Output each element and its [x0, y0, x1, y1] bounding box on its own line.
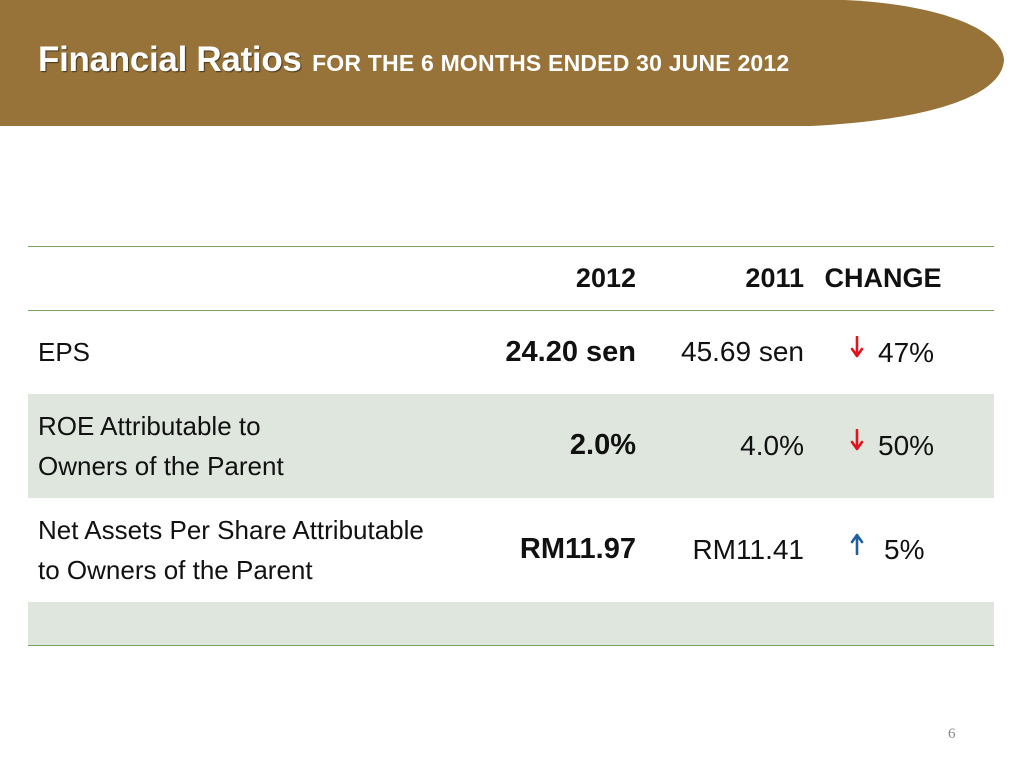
row-label: EPS: [28, 311, 478, 394]
title-subtitle: FOR THE 6 MONTHS ENDED 30 JUNE 2012: [312, 50, 790, 76]
value-2012: 2.0%: [569, 429, 636, 461]
change-cell: 5%: [804, 498, 994, 602]
arrow-down-icon: [850, 335, 864, 358]
value-2012: 24.20 sen: [505, 335, 636, 368]
change-value: 50%: [878, 430, 935, 461]
header-2012: 2012: [575, 263, 636, 293]
financial-ratios-table: 2012 2011 CHANGE EPS 24.20 sen 45.69 sen…: [28, 246, 994, 646]
table-row-net-assets: Net Assets Per Share Attributable to Own…: [28, 498, 994, 602]
row-label: Net Assets Per Share Attributable to Own…: [28, 498, 478, 602]
arrow-down-icon: [850, 429, 864, 451]
banner-shape: [0, 0, 1004, 126]
change-value: 5%: [884, 534, 925, 565]
header-label-cell: [28, 247, 478, 311]
change-cell: 50%: [804, 394, 994, 498]
row-label-line1: Net Assets Per Share Attributable: [38, 514, 424, 545]
table-footer-row: [28, 601, 994, 646]
change-value: 47%: [878, 336, 935, 368]
title-banner: Financial Ratios FOR THE 6 MONTHS ENDED …: [0, 0, 1024, 126]
value-2011: 4.0%: [740, 429, 804, 461]
table-row-roe: ROE Attributable to Owners of the Parent…: [28, 393, 994, 498]
header-2011: 2011: [745, 263, 804, 293]
row-label-line1: EPS: [38, 337, 91, 368]
value-2012: RM11.97: [519, 533, 636, 565]
empty-cell: [28, 602, 994, 646]
arrow-up-icon: [850, 533, 864, 555]
table-header-row: 2012 2011 CHANGE: [28, 246, 994, 311]
table-row-eps: EPS 24.20 sen 45.69 sen 47%: [28, 311, 994, 394]
header-change: CHANGE: [824, 263, 942, 293]
value-2011: 45.69 sen: [681, 336, 804, 368]
row-label-line1: ROE Attributable to: [38, 410, 261, 441]
title-main: Financial Ratios: [38, 40, 302, 79]
page-number: 6: [948, 726, 956, 742]
slide-title: Financial Ratios FOR THE 6 MONTHS ENDED …: [38, 40, 789, 80]
row-label: ROE Attributable to Owners of the Parent: [28, 394, 478, 498]
row-label-line2: Owners of the Parent: [38, 450, 284, 481]
row-label-line2: to Owners of the Parent: [38, 554, 313, 585]
value-2011: RM11.41: [692, 533, 804, 565]
change-cell: 47%: [804, 311, 994, 394]
